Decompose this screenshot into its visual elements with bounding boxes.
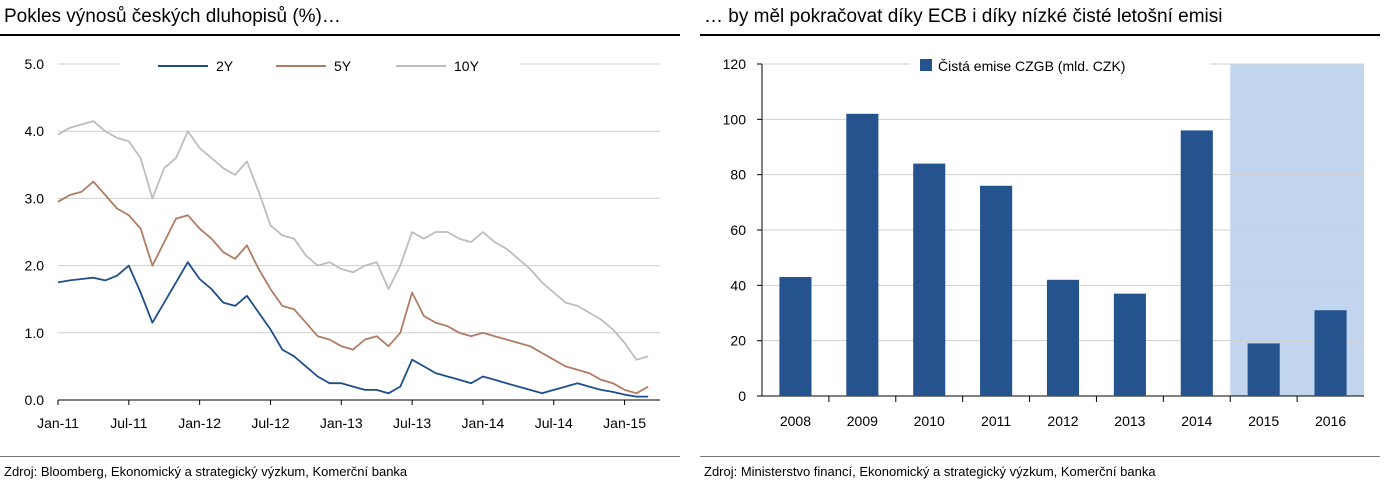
- x-tick-label: Jan-11: [37, 415, 79, 431]
- left-source-rule: [0, 456, 680, 457]
- bar-2009: [846, 113, 879, 397]
- x-tick-label: 2013: [1114, 413, 1145, 429]
- right-title-rule: [700, 34, 1380, 36]
- y-tick-label: 120: [723, 56, 747, 72]
- legend-swatch: [920, 59, 932, 71]
- x-tick-label: Jul-14: [535, 415, 573, 431]
- x-tick-label: 2009: [847, 413, 878, 429]
- series-line-2y: [57, 261, 649, 398]
- y-tick-label: 20: [730, 333, 746, 349]
- y-tick-label: 60: [730, 222, 746, 238]
- right-chart-source: Zdroj: Ministerstvo financí, Ekonomický …: [704, 464, 1156, 479]
- right-chart-title: … by měl pokračovat díky ECB i díky nízk…: [704, 6, 1223, 27]
- left-title-rule: [0, 34, 680, 36]
- x-tick-label: Jul-11: [110, 415, 147, 431]
- x-tick-label: Jul-13: [393, 415, 431, 431]
- bar-2013: [1113, 293, 1146, 396]
- left-chart-title: Pokles výnosů českých dluhopisů (%)…: [4, 6, 341, 27]
- legend-label-10y: 10Y: [454, 58, 480, 74]
- y-tick-label: 2.0: [25, 258, 45, 274]
- series-line-10y: [57, 120, 649, 361]
- y-tick-label: 1.0: [25, 325, 45, 341]
- bar-2010: [913, 163, 946, 396]
- bar-2011: [980, 185, 1013, 396]
- right-source-rule: [700, 456, 1380, 457]
- legend-label-2y: 2Y: [216, 58, 234, 74]
- y-tick-label: 40: [730, 277, 746, 293]
- x-tick-label: 2008: [780, 413, 811, 429]
- x-tick-label: 2010: [914, 413, 945, 429]
- bar-2012: [1046, 279, 1080, 396]
- left-chart-source: Zdroj: Bloomberg, Ekonomický a strategic…: [4, 464, 408, 479]
- issuance-bar-chart: 0 20 40 60 80 100 120 2008 2009 2010 2011 2012 2013 2…: [723, 54, 1364, 429]
- x-tick-label: Jan-13: [320, 415, 363, 431]
- yield-line-chart: 0.0 1.0 2.0 3.0 4.0 5.0 Jan-11 Jul-11 Jan-12 Jul-…: [25, 54, 660, 431]
- y-tick-label: 80: [730, 167, 746, 183]
- y-tick-label: 5.0: [25, 56, 45, 72]
- x-tick-label: Jan-12: [178, 415, 221, 431]
- bar-2016: [1314, 310, 1347, 396]
- x-tick-label: 2014: [1181, 413, 1212, 429]
- x-tick-label: 2015: [1248, 413, 1279, 429]
- y-tick-label: 100: [723, 111, 747, 127]
- right-chart-panel: … by měl pokračovat díky ECB i díky nízk…: [700, 0, 1397, 488]
- legend-label-5y: 5Y: [334, 58, 352, 74]
- bar-2008: [779, 277, 812, 396]
- x-tick-label: Jan-14: [462, 415, 505, 431]
- bar-2014: [1180, 130, 1213, 396]
- x-tick-label: Jan-15: [603, 415, 646, 431]
- y-tick-label: 0: [738, 388, 746, 404]
- x-tick-label: 2011: [981, 413, 1011, 429]
- left-chart-panel: Pokles výnosů českých dluhopisů (%)… 0.0…: [0, 0, 680, 488]
- series-line-5y: [57, 180, 649, 395]
- x-tick-label: 2012: [1047, 413, 1078, 429]
- legend-background: [910, 54, 1210, 76]
- bar-2015: [1247, 343, 1280, 396]
- y-tick-label: 4.0: [25, 123, 45, 139]
- y-tick-label: 0.0: [25, 392, 45, 408]
- y-tick-label: 3.0: [25, 190, 45, 206]
- legend-label: Čistá emise CZGB (mld. CZK): [938, 58, 1125, 74]
- x-tick-label: Jul-12: [251, 415, 289, 431]
- x-tick-label: 2016: [1315, 413, 1346, 429]
